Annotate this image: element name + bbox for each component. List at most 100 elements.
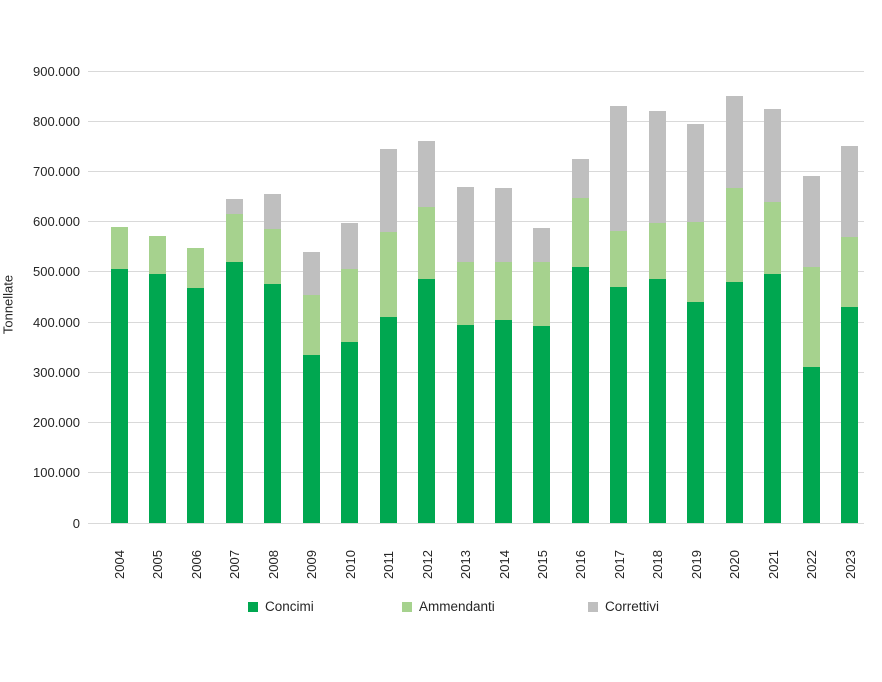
bar-segment-concimi-2021 [764, 274, 782, 523]
gridline-700.000 [88, 170, 864, 172]
legend-label-concimi: Concimi [265, 599, 314, 614]
y-tick-label: 500.000 [33, 264, 80, 280]
bar-segment-ammendanti-2014 [495, 261, 512, 320]
gridline-600.000 [88, 221, 864, 223]
legend-label-correttivi: Correttivi [605, 599, 660, 614]
legend-item-concimi: Concimi [248, 599, 314, 615]
x-tick-label-2021: 2021 [765, 550, 781, 579]
bar-segment-concimi-2007 [225, 261, 243, 523]
legend-label-ammendanti: Ammendanti [419, 599, 495, 614]
bar-segment-ammendanti-2009 [302, 294, 320, 355]
gridline-300.000 [88, 371, 864, 373]
chart-legend: Concimi Ammendanti Correttivi [0, 599, 882, 615]
bar-segment-ammendanti-2020 [725, 187, 743, 282]
concimi-swatch-icon [248, 602, 258, 612]
x-tick-label-2014: 2014 [496, 550, 512, 579]
bar-segment-correttivi-2021 [764, 108, 782, 202]
x-tick-label-2020: 2020 [727, 550, 743, 579]
bar-segment-ammendanti-2018 [648, 222, 666, 279]
bar-segment-concimi-2005 [148, 274, 166, 523]
plot-area [88, 70, 864, 524]
y-tick-label: 300.000 [33, 364, 80, 380]
bar-segment-ammendanti-2004 [110, 226, 128, 270]
x-tick-label-2009: 2009 [304, 550, 320, 579]
bar-segment-concimi-2016 [571, 266, 589, 523]
x-tick-label-2010: 2010 [342, 550, 358, 579]
bar-segment-ammendanti-2011 [379, 231, 397, 318]
x-tick-label-2012: 2012 [419, 550, 435, 579]
x-tick-label-2006: 2006 [188, 550, 204, 579]
gridline-800.000 [88, 120, 864, 122]
bar-segment-concimi-2015 [533, 325, 551, 523]
bar-segment-ammendanti-2015 [533, 261, 551, 326]
gridline-200.000 [88, 422, 864, 424]
bar-segment-concimi-2014 [495, 319, 512, 523]
y-tick-label: 0 [72, 515, 80, 531]
bar-segment-concimi-2011 [379, 317, 397, 523]
bar-segment-correttivi-2009 [302, 251, 320, 295]
bar-segment-concimi-2013 [456, 324, 474, 523]
y-tick-label: 700.000 [33, 163, 80, 179]
bar-segment-correttivi-2013 [456, 186, 474, 262]
bar-segment-ammendanti-2007 [225, 214, 243, 262]
gridline-500.000 [88, 271, 864, 273]
bar-segment-correttivi-2019 [687, 123, 705, 222]
bar-segment-correttivi-2008 [264, 194, 282, 230]
bar-segment-ammendanti-2022 [802, 266, 820, 368]
bar-segment-correttivi-2016 [571, 159, 589, 198]
bar-segment-correttivi-2007 [225, 199, 243, 215]
correttivi-swatch-icon [588, 602, 598, 612]
bar-segment-concimi-2009 [302, 354, 320, 523]
bar-segment-concimi-2008 [264, 284, 282, 523]
legend-item-correttivi: Correttivi [588, 599, 659, 615]
bar-segment-correttivi-2012 [418, 141, 436, 207]
bar-segment-concimi-2006 [187, 287, 205, 523]
gridline-0 [88, 522, 864, 524]
legend-item-ammendanti: Ammendanti [402, 599, 495, 615]
bar-segment-correttivi-2023 [841, 146, 859, 237]
bar-segment-ammendanti-2012 [418, 206, 436, 280]
ammendanti-swatch-icon [402, 602, 412, 612]
bar-segment-ammendanti-2008 [264, 229, 282, 285]
bar-segment-concimi-2012 [418, 279, 436, 523]
x-tick-label-2022: 2022 [804, 550, 820, 579]
bar-segment-concimi-2023 [841, 307, 859, 523]
y-tick-label: 400.000 [33, 314, 80, 330]
x-tick-label-2011: 2011 [381, 551, 397, 579]
x-tick-label-2004: 2004 [112, 550, 127, 579]
y-tick-label: 900.000 [33, 63, 80, 79]
y-tick-label: 600.000 [33, 214, 80, 230]
x-tick-label-2005: 2005 [150, 550, 166, 579]
x-tick-label-2008: 2008 [265, 550, 281, 579]
bar-segment-correttivi-2017 [610, 106, 628, 231]
bar-segment-concimi-2020 [725, 281, 743, 523]
y-tick-label: 100.000 [33, 465, 80, 481]
x-tick-label-2013: 2013 [458, 550, 474, 579]
gridline-900.000 [88, 70, 864, 72]
bar-segment-correttivi-2014 [495, 187, 512, 262]
bar-segment-concimi-2017 [610, 286, 628, 523]
bar-segment-correttivi-2011 [379, 148, 397, 232]
bar-segment-ammendanti-2019 [687, 221, 705, 303]
x-tick-label-2019: 2019 [688, 550, 704, 579]
x-tick-label-2007: 2007 [227, 550, 243, 579]
bar-segment-concimi-2018 [648, 278, 666, 523]
bar-segment-correttivi-2022 [802, 176, 820, 267]
bar-segment-ammendanti-2006 [187, 247, 205, 288]
x-tick-label-2018: 2018 [650, 550, 666, 579]
x-tick-label-2017: 2017 [611, 550, 627, 579]
bar-segment-concimi-2022 [802, 367, 820, 523]
bar-segment-concimi-2010 [341, 342, 359, 523]
bar-segment-ammendanti-2016 [571, 197, 589, 267]
bar-segment-ammendanti-2010 [341, 269, 359, 343]
bar-segment-correttivi-2010 [341, 222, 359, 270]
y-tick-label: 800.000 [33, 113, 80, 129]
x-tick-label-2023: 2023 [842, 550, 858, 579]
bar-segment-correttivi-2020 [725, 96, 743, 188]
bar-segment-correttivi-2018 [648, 111, 666, 223]
bar-segment-ammendanti-2017 [610, 230, 628, 287]
bar-segment-ammendanti-2005 [148, 235, 166, 275]
x-tick-label-2016: 2016 [573, 550, 589, 579]
gridline-400.000 [88, 321, 864, 323]
